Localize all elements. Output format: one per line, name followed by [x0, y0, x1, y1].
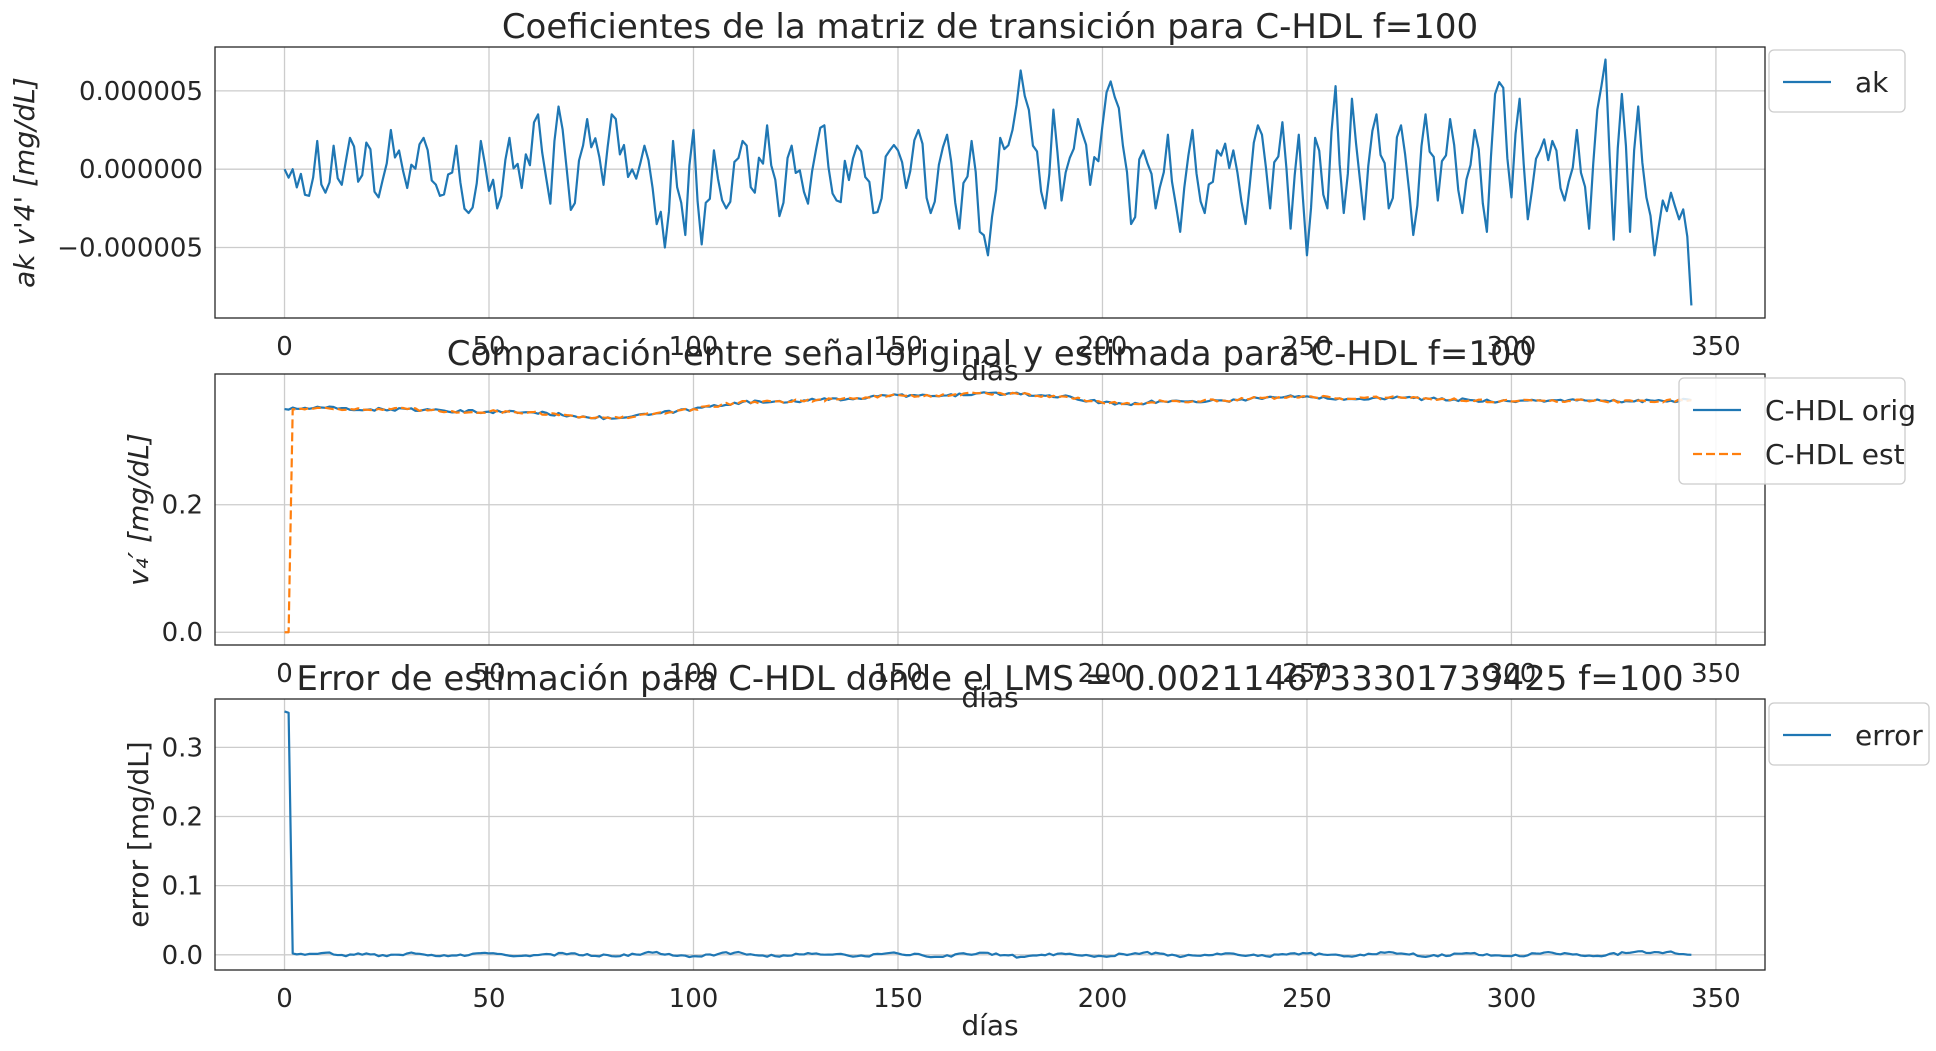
legend: C-HDL orig C-HDL est	[1678, 377, 1916, 485]
legend-label: ak	[1855, 66, 1889, 99]
x-axis-label: días	[961, 1009, 1018, 1042]
y-tick-label: −0.000005	[57, 234, 203, 264]
x-tick-label: 250	[1282, 984, 1332, 1014]
y-axis-label: v₄′ [mg/dL]	[122, 433, 155, 586]
legend-label: C-HDL orig	[1765, 394, 1916, 427]
x-tick-label: 200	[1078, 659, 1128, 689]
x-tick-label: 250	[1282, 332, 1332, 362]
x-tick-label: 150	[873, 659, 923, 689]
legend: error	[1768, 702, 1930, 766]
x-tick-label: 300	[1487, 984, 1537, 1014]
x-tick-label: 300	[1487, 659, 1537, 689]
x-tick-label: 200	[1078, 332, 1128, 362]
series-line-c-hdl-est	[284, 391, 1692, 634]
y-tick-label: 0.0	[162, 941, 203, 971]
x-tick-label: 0	[276, 332, 293, 362]
y-tick-label: 0.2	[162, 491, 203, 521]
axes-frame	[214, 373, 1766, 646]
x-axis-label: días	[961, 354, 1018, 387]
y-tick-label: 0.3	[162, 733, 203, 763]
series-line-ak	[283, 58, 1693, 306]
grid-lines	[215, 47, 1765, 318]
x-tick-label: 350	[1691, 332, 1741, 362]
y-axis-label: ak v'4' [mg/dL]	[8, 77, 41, 288]
x-tick-label: 150	[873, 332, 923, 362]
legend: ak	[1768, 49, 1906, 113]
subplot-signal-comparison: 0 50 100 150 200 250 300 350 0.0 0.2 días v₄′ [mg/d…	[122, 334, 1916, 714]
chart-title: Error de estimación para C-HDL donde el …	[296, 659, 1683, 699]
series-line-c-hdl-orig	[284, 391, 1692, 421]
subplot-coefficients: 0 50 100 150 200 250 300 350 −0.000005 0.000000 0.…	[8, 7, 1906, 387]
x-tick-label: 100	[669, 984, 719, 1014]
x-tick-label: 0	[276, 659, 293, 689]
legend-box	[1768, 702, 1930, 766]
x-tick-label: 350	[1691, 984, 1741, 1014]
x-axis-label: días	[961, 681, 1018, 714]
x-tick-label: 150	[873, 984, 923, 1014]
x-tick-label: 350	[1691, 659, 1741, 689]
legend-box	[1768, 49, 1906, 113]
y-tick-label: 0.2	[162, 803, 203, 833]
x-tick-label: 100	[669, 659, 719, 689]
series-line-error	[284, 710, 1692, 959]
x-tick-label: 250	[1282, 659, 1332, 689]
x-tick-label: 300	[1487, 332, 1537, 362]
y-tick-label: 0.000005	[79, 77, 203, 107]
x-tick-label: 50	[472, 984, 505, 1014]
axes-frame	[214, 698, 1766, 971]
legend-label: C-HDL est	[1765, 438, 1905, 471]
axes-frame	[214, 46, 1766, 319]
x-tick-label: 50	[472, 659, 505, 689]
legend-label: error	[1855, 719, 1923, 752]
x-tick-label: 0	[276, 984, 293, 1014]
y-axis-label: error [mg/dL]	[122, 741, 155, 927]
x-tick-label: 200	[1078, 984, 1128, 1014]
legend-box	[1678, 377, 1906, 485]
y-tick-label: 0.0	[162, 618, 203, 648]
x-tick-label: 50	[472, 332, 505, 362]
chart-title: Coeficientes de la matriz de transición …	[502, 7, 1478, 47]
grid-lines	[215, 374, 1765, 645]
y-tick-label: 0.000000	[79, 155, 203, 185]
chart-title: Comparación entre señal original y estim…	[447, 334, 1534, 374]
x-tick-label: 100	[669, 332, 719, 362]
y-tick-label: 0.1	[162, 872, 203, 902]
grid-lines	[215, 699, 1765, 970]
subplot-estimation-error: 0 50 100 150 200 250 300 350 0.0 0.1 0.2 0.3 días err…	[122, 659, 1930, 1042]
